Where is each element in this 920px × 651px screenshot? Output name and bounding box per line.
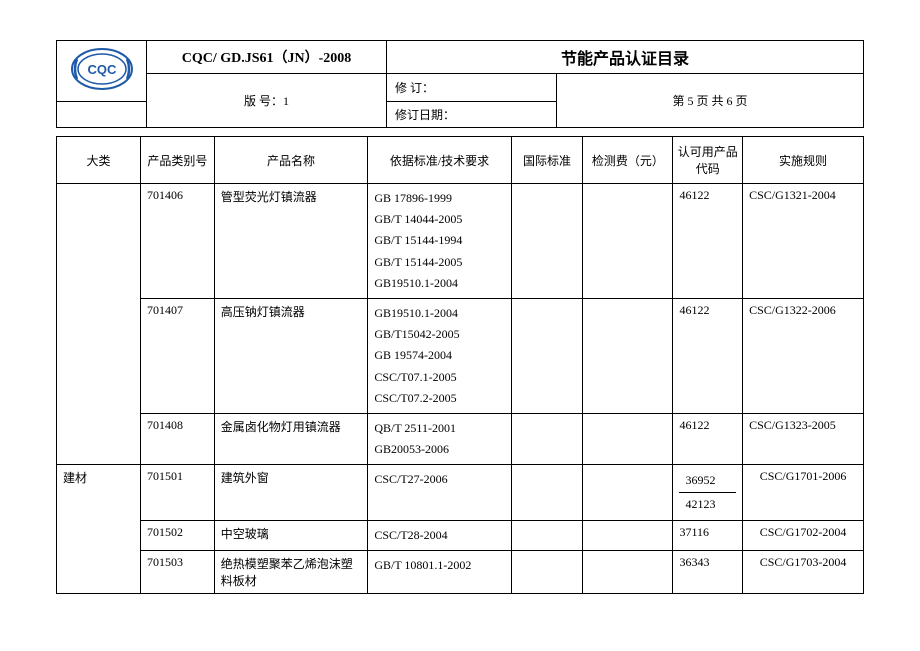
revision-date-label: 修订日期： — [387, 102, 557, 128]
cell-fee — [583, 521, 673, 551]
cell-intl — [511, 298, 583, 413]
cell-code: 701503 — [140, 551, 214, 594]
cell-approval: 36343 — [673, 551, 743, 594]
doc-code: CQC/ GD.JS61（JN）-2008 — [147, 41, 387, 74]
cell-approval: 46122 — [673, 184, 743, 299]
th-intl-standard: 国际标准 — [511, 137, 583, 184]
cell-fee — [583, 184, 673, 299]
cell-name: 绝热模塑聚苯乙烯泡沫塑料板材 — [214, 551, 368, 594]
cell-code: 701501 — [140, 465, 214, 521]
th-approval-code: 认可用产品代码 — [673, 137, 743, 184]
table-row: 701407 高压钠灯镇流器 GB19510.1-2004 GB/T15042-… — [57, 298, 864, 413]
th-impl-rule: 实施规则 — [743, 137, 864, 184]
cell-code: 701502 — [140, 521, 214, 551]
document-header: CQC CQC/ GD.JS61（JN）-2008 节能产品认证目录 版 号：1… — [56, 40, 864, 128]
cell-approval: 36952 42123 — [673, 465, 743, 521]
revision-label: 修 订： — [387, 74, 557, 102]
cell-approval: 37116 — [673, 521, 743, 551]
table-header-row: 大类 产品类别号 产品名称 依据标准/技术要求 国际标准 检测费（元） 认可用产… — [57, 137, 864, 184]
cell-name: 中空玻璃 — [214, 521, 368, 551]
version-label: 版 号：1 — [147, 74, 387, 128]
cell-fee — [583, 465, 673, 521]
cell-standards: QB/T 2511-2001 GB20053-2006 — [368, 413, 511, 464]
cell-standards: GB19510.1-2004 GB/T15042-2005 GB 19574-2… — [368, 298, 511, 413]
th-product-code: 产品类别号 — [140, 137, 214, 184]
table-row: 701503 绝热模塑聚苯乙烯泡沫塑料板材 GB/T 10801.1-2002 … — [57, 551, 864, 594]
th-test-fee: 检测费（元） — [583, 137, 673, 184]
cell-standards: GB 17896-1999 GB/T 14044-2005 GB/T 15144… — [368, 184, 511, 299]
cell-rule: CSC/G1321-2004 — [743, 184, 864, 299]
cell-approval: 46122 — [673, 298, 743, 413]
cell-approval: 46122 — [673, 413, 743, 464]
table-row: 701408 金属卤化物灯用镇流器 QB/T 2511-2001 GB20053… — [57, 413, 864, 464]
cell-rule: CSC/G1322-2006 — [743, 298, 864, 413]
th-basis-standard: 依据标准/技术要求 — [368, 137, 511, 184]
cell-category — [57, 184, 141, 465]
cell-name: 高压钠灯镇流器 — [214, 298, 368, 413]
cell-standards: CSC/T28-2004 — [368, 521, 511, 551]
cell-intl — [511, 551, 583, 594]
page-label: 第 5 页 共 6 页 — [557, 74, 864, 128]
cell-rule: CSC/G1702-2004 — [743, 521, 864, 551]
cell-rule: CSC/G1703-2004 — [743, 551, 864, 594]
cqc-logo-icon: CQC — [69, 45, 135, 93]
cell-intl — [511, 413, 583, 464]
cell-fee — [583, 413, 673, 464]
cell-standards: CSC/T27-2006 — [368, 465, 511, 521]
cell-name: 管型荧光灯镇流器 — [214, 184, 368, 299]
logo-cell: CQC — [57, 41, 147, 102]
table-row: 建材 701501 建筑外窗 CSC/T27-2006 36952 42123 … — [57, 465, 864, 521]
th-product-name: 产品名称 — [214, 137, 368, 184]
table-row: 701502 中空玻璃 CSC/T28-2004 37116 CSC/G1702… — [57, 521, 864, 551]
cell-rule: CSC/G1323-2005 — [743, 413, 864, 464]
cell-category: 建材 — [57, 465, 141, 594]
catalog-table: 大类 产品类别号 产品名称 依据标准/技术要求 国际标准 检测费（元） 认可用产… — [56, 136, 864, 594]
cell-fee — [583, 551, 673, 594]
cell-fee — [583, 298, 673, 413]
cell-intl — [511, 465, 583, 521]
table-row: 701406 管型荧光灯镇流器 GB 17896-1999 GB/T 14044… — [57, 184, 864, 299]
cell-code: 701406 — [140, 184, 214, 299]
cell-code: 701407 — [140, 298, 214, 413]
cell-code: 701408 — [140, 413, 214, 464]
cell-intl — [511, 521, 583, 551]
th-category: 大类 — [57, 137, 141, 184]
svg-text:CQC: CQC — [87, 62, 117, 77]
doc-title: 节能产品认证目录 — [387, 41, 864, 74]
cell-standards: GB/T 10801.1-2002 — [368, 551, 511, 594]
cell-name: 建筑外窗 — [214, 465, 368, 521]
cell-rule: CSC/G1701-2006 — [743, 465, 864, 521]
cell-intl — [511, 184, 583, 299]
cell-name: 金属卤化物灯用镇流器 — [214, 413, 368, 464]
